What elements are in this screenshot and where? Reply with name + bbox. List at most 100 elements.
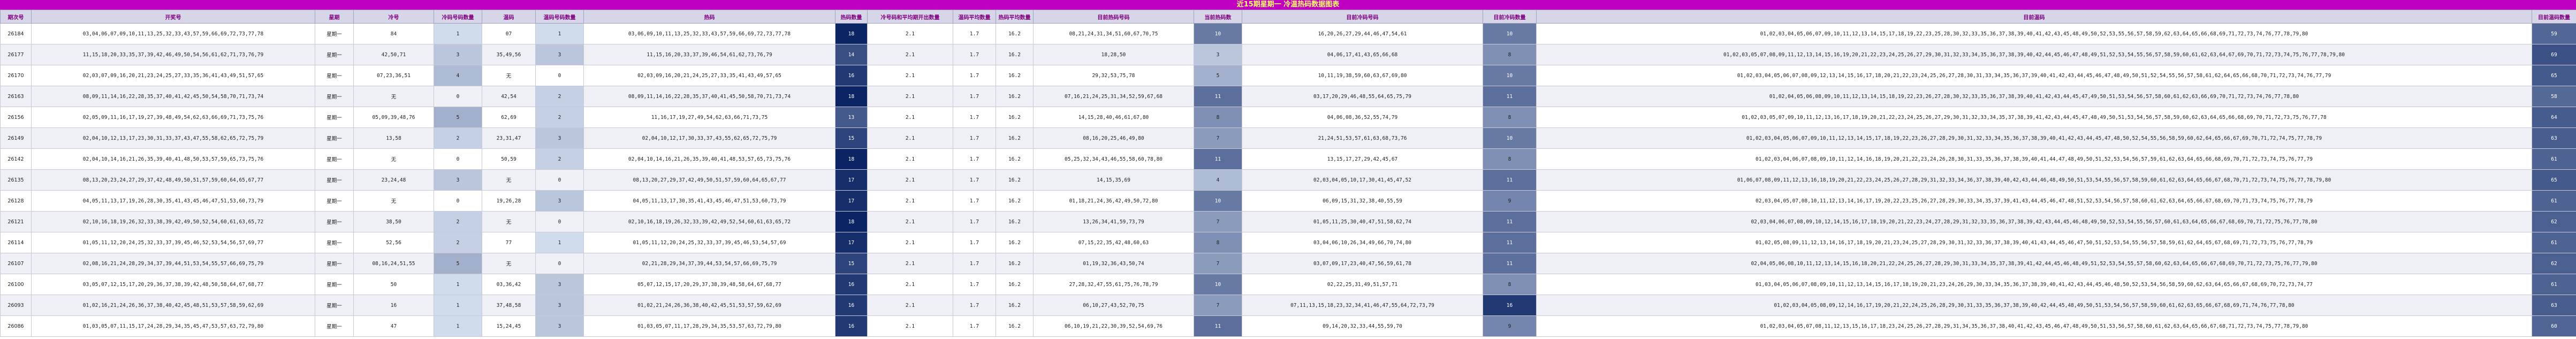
count-cell: 18 <box>835 211 868 232</box>
cell: 26093 <box>0 295 32 316</box>
count-cell: 69 <box>2532 44 2576 65</box>
count-cell: 18 <box>835 23 868 44</box>
count-cell: 4 <box>1194 169 1242 191</box>
cell: 11,16,17,19,27,49,54,62,63,66,71,73,75 <box>583 107 835 128</box>
cell: 04,05,11,13,17,30,35,41,43,45,46,47,51,5… <box>583 190 835 212</box>
cell: 01,02,03,04,06,07,08,09,10,11,12,14,16,1… <box>1536 148 2532 170</box>
count-cell: 8 <box>1483 107 1537 128</box>
cell: 16.2 <box>996 107 1034 128</box>
cell: 52,56 <box>353 232 434 253</box>
cell: 01,03,04,05,06,07,08,09,10,11,12,13,14,1… <box>1536 274 2532 295</box>
cell: 16.2 <box>996 211 1034 232</box>
count-cell: 1 <box>434 315 482 337</box>
count-cell: 16 <box>835 315 868 337</box>
header-row: 期次号 开奖号 星期 冷号 冷码号码数量 温码 温码号码数量 热码 热码数量 冷号码和平均期开出数… <box>0 10 2576 24</box>
cell: 1.7 <box>953 315 996 337</box>
cell: 1.7 <box>953 190 996 212</box>
cell: 02,04,10,14,16,21,26,35,39,40,41,48,53,5… <box>583 148 835 170</box>
cell: 16.2 <box>996 253 1034 274</box>
cell: 07 <box>482 23 536 44</box>
count-cell: 3 <box>434 44 482 65</box>
count-cell: 17 <box>835 169 868 191</box>
count-cell: 0 <box>535 253 584 274</box>
table-row: 26177 11,15,18,20,33,35,37,39,42,46,49,50… <box>0 44 2576 65</box>
cell: 星期一 <box>315 169 354 191</box>
cell: 星期一 <box>315 65 354 86</box>
column-header: 星期 <box>315 10 354 24</box>
cell: 13,58 <box>353 127 434 149</box>
cell: 16.2 <box>996 44 1034 65</box>
cell: 26114 <box>0 232 32 253</box>
cell: 26142 <box>0 148 32 170</box>
cell: 2.1 <box>867 107 953 128</box>
table-row: 26093 01,02,16,21,24,26,36,37,38,40,42,45… <box>0 295 2576 316</box>
cell: 1.7 <box>953 127 996 149</box>
cell: 无 <box>353 190 434 212</box>
data-table: 期次号 开奖号 星期 冷号 冷码号码数量 温码 温码号码数量 热码 热码数量 冷号码和平均期开出数… <box>0 10 2576 337</box>
cell: 16.2 <box>996 295 1034 316</box>
count-cell: 14 <box>835 44 868 65</box>
cell: 01,02,04,05,06,08,09,10,11,12,13,14,15,1… <box>1536 86 2532 107</box>
column-header: 温码号码数量 <box>535 10 584 24</box>
cell: 星期一 <box>315 86 354 107</box>
cell: 23,24,48 <box>353 169 434 191</box>
cell: 01,02,05,08,09,11,12,13,14,16,17,18,19,2… <box>1536 232 2532 253</box>
count-cell: 9 <box>1483 190 1537 212</box>
cell: 1.7 <box>953 232 996 253</box>
cell: 27,28,32,47,55,61,75,76,78,79 <box>1033 274 1194 295</box>
column-header: 冷号 <box>353 10 434 24</box>
table-row: 26156 02,05,09,11,16,17,19,27,39,48,49,54… <box>0 107 2576 128</box>
cell: 08,21,24,31,34,51,60,67,70,75 <box>1033 23 1194 44</box>
cell: 47 <box>353 315 434 337</box>
count-cell: 8 <box>1483 44 1537 65</box>
count-cell: 7 <box>1194 295 1242 316</box>
column-header: 目前冷码号码 <box>1242 10 1483 24</box>
cell: 09,14,20,32,33,44,55,59,70 <box>1242 315 1483 337</box>
cell: 02,10,16,18,19,26,32,33,39,42,49,52,54,6… <box>583 211 835 232</box>
count-cell: 5 <box>434 107 482 128</box>
column-header: 冷号码和平均期开出数量 <box>867 10 953 24</box>
cell: 26086 <box>0 315 32 337</box>
cell: 星期一 <box>315 44 354 65</box>
cell: 42,50,71 <box>353 44 434 65</box>
cell: 星期一 <box>315 295 354 316</box>
cell: 02,04,10,12,13,17,23,30,31,33,37,43,47,5… <box>31 127 315 149</box>
count-cell: 61 <box>2532 274 2576 295</box>
cell: 2.1 <box>867 253 953 274</box>
count-cell: 5 <box>434 253 482 274</box>
cell: 星期一 <box>315 253 354 274</box>
count-cell: 65 <box>2532 169 2576 191</box>
cell: 2.1 <box>867 44 953 65</box>
count-cell: 18 <box>835 86 868 107</box>
cell: 16.2 <box>996 148 1034 170</box>
cell: 13,26,34,41,59,73,79 <box>1033 211 1194 232</box>
table-row: 26121 02,10,16,18,19,26,32,33,38,39,42,49… <box>0 211 2576 232</box>
cell: 1.7 <box>953 274 996 295</box>
count-cell: 3 <box>535 190 584 212</box>
cell: 01,02,03,05,07,09,10,11,12,13,16,17,18,1… <box>1536 107 2532 128</box>
count-cell: 11 <box>1194 315 1242 337</box>
cell: 35,49,56 <box>482 44 536 65</box>
count-cell: 61 <box>2532 148 2576 170</box>
cell: 星期一 <box>315 127 354 149</box>
count-cell: 8 <box>1483 274 1537 295</box>
cell: 29,32,53,75,78 <box>1033 65 1194 86</box>
table-title: 近15期星期一 冷温热码数据图表 <box>0 0 2576 10</box>
cell: 08,09,11,14,16,22,28,35,37,40,41,42,45,5… <box>31 86 315 107</box>
cell: 08,16,20,25,46,49,80 <box>1033 127 1194 149</box>
cell: 16.2 <box>996 23 1034 44</box>
cell: 02,03,07,09,16,20,21,23,24,25,27,33,35,3… <box>31 65 315 86</box>
count-cell: 7 <box>1194 253 1242 274</box>
cell: 26184 <box>0 23 32 44</box>
cell: 03,17,20,29,46,48,55,64,65,75,79 <box>1242 86 1483 107</box>
cell: 11,15,18,20,33,35,37,39,42,46,49,50,54,5… <box>31 44 315 65</box>
count-cell: 10 <box>1483 65 1537 86</box>
cell: 01,02,03,04,05,06,07,08,09,12,13,14,15,1… <box>1536 65 2532 86</box>
column-header: 冷码号码数量 <box>434 10 482 24</box>
cell: 26149 <box>0 127 32 149</box>
count-cell: 10 <box>1194 23 1242 44</box>
column-header: 开奖号 <box>31 10 315 24</box>
cell: 1.7 <box>953 169 996 191</box>
count-cell: 16 <box>835 65 868 86</box>
count-cell: 1 <box>535 23 584 44</box>
